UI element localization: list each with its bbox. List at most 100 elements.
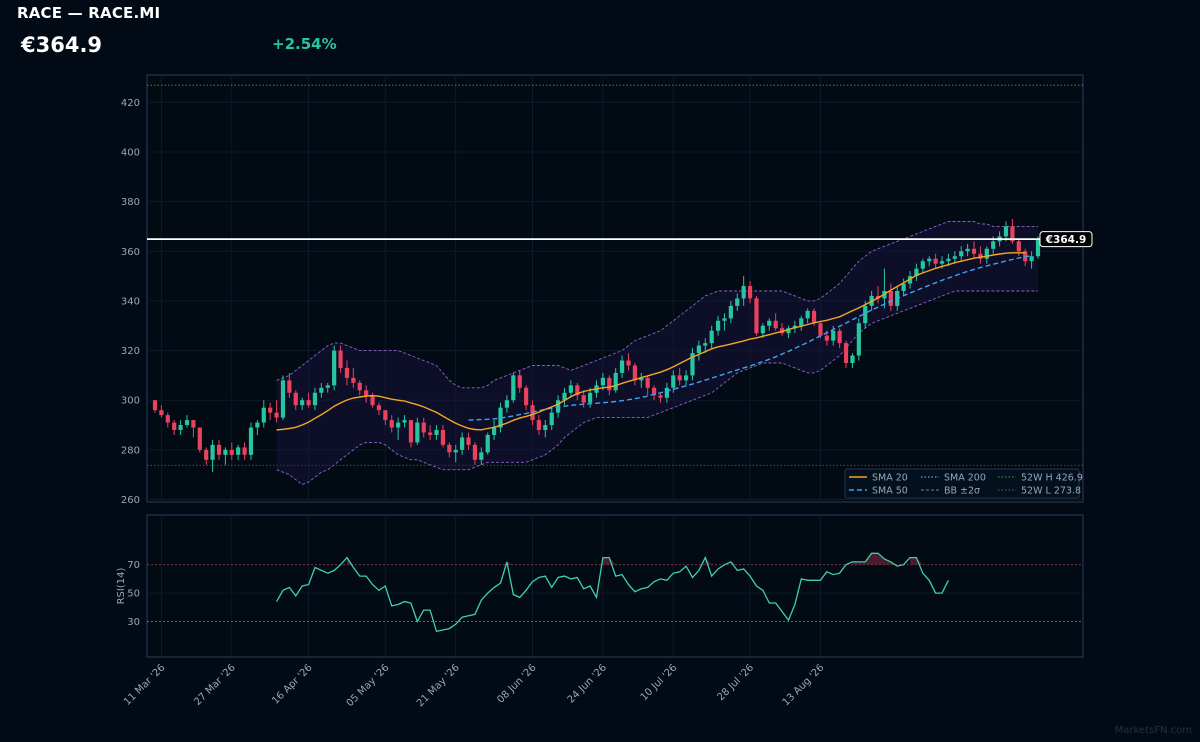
rsi-overbought-fill <box>852 561 859 565</box>
legend-label: SMA 20 <box>872 473 908 484</box>
candle-body <box>408 420 414 443</box>
candle-body <box>562 392 567 401</box>
candle-body <box>927 258 932 262</box>
candle-body <box>760 325 765 334</box>
candle-body <box>600 377 605 386</box>
candle-body <box>581 395 586 403</box>
rsi-panel <box>146 514 1084 658</box>
rsi-overbought-fill <box>506 561 514 565</box>
rsi-overbought-fill <box>910 557 917 565</box>
candle-body <box>728 305 733 319</box>
candle-body <box>428 432 433 435</box>
candle-body <box>376 405 382 411</box>
candle-body <box>280 380 286 418</box>
legend-label: 52W H 426.9 <box>1021 473 1083 484</box>
candle-body <box>434 430 439 435</box>
bollinger-band-fill <box>276 221 1039 485</box>
bollinger-upper-line <box>276 221 1038 389</box>
x-tick-label: 08 Jun '26 <box>495 662 538 705</box>
candle-body <box>792 325 797 329</box>
candle-body <box>901 283 906 291</box>
candle-body <box>191 420 196 428</box>
x-tick-label: 28 Jul '26 <box>715 662 756 703</box>
candle-body <box>715 320 721 331</box>
candle-body <box>799 318 804 326</box>
candle-body <box>914 268 919 277</box>
candle-body <box>402 420 407 423</box>
candle-body <box>485 434 490 453</box>
candle-body <box>939 261 945 264</box>
candle-body <box>735 298 740 306</box>
candle-body <box>530 405 535 421</box>
candle-body <box>850 355 855 363</box>
candle-body <box>504 400 510 408</box>
rsi-overbought-fill <box>858 561 866 565</box>
price-tick-label: 360 <box>121 247 140 258</box>
price-tick-label: 340 <box>121 296 140 307</box>
price-tick-label: 400 <box>121 147 140 158</box>
candle-body <box>524 387 529 406</box>
legend-label: SMA 200 <box>944 473 986 484</box>
candle-body <box>818 323 823 336</box>
candle-body <box>447 444 452 453</box>
candle-body <box>472 444 478 460</box>
candle-body <box>703 343 708 346</box>
candle-body <box>709 330 714 344</box>
candle-body <box>210 444 215 460</box>
candle-body <box>312 392 318 406</box>
candle-body <box>300 400 305 406</box>
candle-body <box>172 422 177 431</box>
candle-body <box>888 290 893 306</box>
candle-body <box>1010 226 1015 242</box>
last-price-label: €364.9 <box>1045 234 1087 246</box>
candle-body <box>242 447 247 455</box>
candle-body <box>933 258 938 264</box>
candle-body <box>351 377 356 383</box>
candle-body <box>421 422 426 433</box>
candle-body <box>677 375 682 381</box>
candle-body <box>536 420 542 431</box>
x-tick-label: 05 May '26 <box>345 662 392 709</box>
ticker-title: RACE — RACE.MI <box>17 4 161 22</box>
candle-body <box>959 251 964 257</box>
candle-body <box>274 412 279 418</box>
legend-label: BB ±2σ <box>944 486 980 497</box>
candle-body <box>543 425 548 431</box>
candle-body <box>588 392 593 403</box>
legend-label: SMA 50 <box>872 486 908 497</box>
candle-body <box>364 390 369 396</box>
candle-body <box>511 375 516 401</box>
candle-body <box>216 444 222 455</box>
candle-body <box>415 422 420 443</box>
price-tick-label: 300 <box>121 396 140 407</box>
candle-body <box>492 427 497 435</box>
candle-body <box>978 253 983 259</box>
candle-body <box>619 360 625 373</box>
candle-body <box>152 400 158 411</box>
candle-body <box>971 248 977 254</box>
legend-box <box>844 468 1080 499</box>
price-tick-label: 380 <box>121 197 140 208</box>
candle-body <box>556 400 561 413</box>
candle-body <box>626 360 631 366</box>
candle-body <box>255 422 260 428</box>
candle-body <box>991 241 996 249</box>
candle-body <box>651 387 657 396</box>
candle-body <box>396 422 401 428</box>
candle-body <box>754 298 759 334</box>
candle-body <box>856 323 861 356</box>
rsi-tick-label: 70 <box>127 560 140 571</box>
candle-body <box>178 425 183 431</box>
price-tick-label: 420 <box>121 98 140 109</box>
candle-body <box>236 447 241 455</box>
candle-body <box>773 320 778 329</box>
candle-body <box>466 437 471 445</box>
candle-body <box>805 310 810 319</box>
x-tick-label: 13 Aug '26 <box>781 662 827 708</box>
x-tick-label: 21 May '26 <box>415 662 462 709</box>
candle-body <box>460 437 465 450</box>
x-tick-label: 10 Jul '26 <box>639 662 680 703</box>
candle-body <box>843 343 849 363</box>
candle-body <box>165 415 170 423</box>
candle-body <box>261 407 266 423</box>
